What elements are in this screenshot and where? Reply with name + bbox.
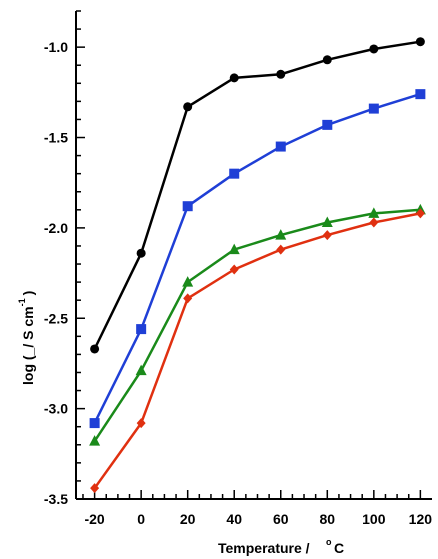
x-tick-label: 40 (226, 511, 242, 527)
data-point (136, 324, 147, 335)
series-line (93, 40, 421, 350)
data-point (322, 55, 332, 65)
data-point (183, 293, 193, 304)
data-point (321, 216, 333, 227)
data-point (229, 264, 239, 275)
y-axis-title-text: log (_/ S cm (20, 306, 36, 385)
data-point (89, 435, 101, 446)
y-tick-label: -1.0 (44, 39, 68, 55)
data-point (322, 119, 333, 130)
series-line (93, 92, 421, 424)
x-tick-label: 120 (409, 511, 433, 527)
x-axis-degree: o (326, 537, 332, 547)
series-line (93, 208, 421, 442)
data-point (135, 364, 147, 376)
series-layer (89, 37, 426, 494)
data-point (276, 244, 286, 255)
data-point (182, 276, 194, 287)
data-point (275, 141, 286, 152)
data-point (136, 418, 146, 429)
data-point (183, 102, 193, 112)
data-point (90, 483, 100, 494)
x-tick-label: 0 (137, 511, 145, 527)
data-point (369, 217, 379, 228)
data-point (368, 103, 379, 114)
y-tick-label: -2.5 (44, 310, 68, 326)
y-axis-title-end: ) (20, 291, 36, 296)
x-tick-label: 60 (273, 511, 289, 527)
data-point (136, 248, 146, 258)
x-ticks: -20 0 20 40 60 80 100 120 (82, 490, 433, 527)
y-axis-title-sup: -1 (17, 298, 27, 306)
svg-text:log (_/ S cm-1): log (_/ S cm-1) (17, 291, 36, 385)
data-point (229, 168, 240, 179)
y-tick-label: -1.5 (44, 130, 68, 146)
data-point (228, 243, 240, 255)
x-tick-label: -20 (84, 511, 104, 527)
data-point (415, 37, 425, 47)
series-line (93, 212, 421, 489)
data-point (415, 89, 426, 100)
data-point (89, 418, 100, 429)
y-tick-label: -2.0 (44, 220, 68, 236)
x-axis-title-text: Temperature / (218, 540, 310, 556)
y-axis-title: log (_/ S cm-1) (17, 291, 36, 385)
data-point (276, 69, 286, 79)
series-4 (90, 208, 425, 494)
data-point (322, 230, 332, 241)
data-point (368, 207, 380, 218)
data-point (275, 229, 287, 240)
data-point (229, 73, 239, 83)
axes (75, 11, 432, 500)
series-2 (89, 89, 426, 429)
x-tick-label: 20 (180, 511, 196, 527)
y-tick-label: -3.0 (44, 401, 68, 417)
data-point (369, 44, 379, 54)
series-1 (90, 37, 425, 354)
x-axis-title: Temperature / (218, 540, 310, 556)
y-ticks: -1.0 -1.5 -2.0 -2.5 -3.0 -3.5 (44, 10, 85, 507)
x-axis-unit: C (334, 540, 344, 556)
x-tick-label: 80 (320, 511, 336, 527)
x-tick-label: 100 (362, 511, 386, 527)
data-point (415, 208, 425, 219)
y-tick-label: -3.5 (44, 491, 68, 507)
data-point (90, 344, 100, 354)
data-point (182, 201, 193, 212)
